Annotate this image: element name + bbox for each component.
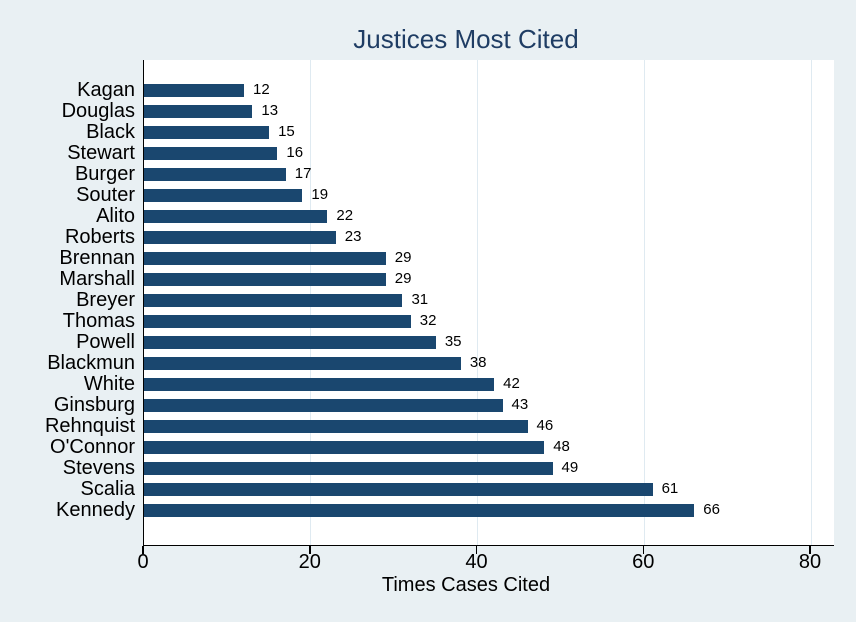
category-label: Roberts — [64, 226, 135, 248]
category-label: Burger — [74, 163, 135, 185]
bar-value-label: 19 — [311, 186, 329, 203]
category-label: Brennan — [59, 247, 135, 269]
category-label: Stewart — [67, 142, 135, 164]
category-label: Kagan — [77, 79, 135, 101]
bar-burger — [144, 167, 286, 181]
bar-scalia — [144, 482, 653, 496]
chart-title: Justices Most Cited — [353, 24, 579, 54]
bar-value-label: 23 — [344, 228, 362, 245]
bar-value-label: 46 — [536, 417, 554, 434]
x-tick-mark-40 — [475, 546, 478, 554]
category-label: Alito — [96, 205, 135, 227]
bar-value-label: 61 — [661, 480, 679, 497]
bar-value-label: 29 — [394, 249, 412, 266]
bar-value-label: 17 — [294, 165, 312, 182]
bar-value-label: 66 — [703, 501, 720, 518]
bar-ginsburg — [144, 398, 503, 412]
bar-stevens — [144, 461, 553, 475]
bar-souter — [144, 188, 303, 202]
plot-area: 12 13 15 16 17 19 22 23 29 29 31 32 35 38 42 43 46 48 49 61… — [143, 60, 834, 546]
bar-value-label: 48 — [553, 438, 570, 455]
y-axis-category-labels: Kagan Douglas Black Stewart Burger Souter Alit… — [0, 60, 135, 545]
bar-kennedy — [144, 503, 695, 517]
bar-kagan — [144, 83, 245, 97]
x-tick-label-60: 60 — [632, 551, 655, 573]
bar-value-label: 32 — [419, 312, 437, 329]
bar-brennan — [144, 251, 386, 265]
bar-value-label: 43 — [511, 396, 529, 413]
category-label: Souter — [76, 184, 135, 206]
bar-value-label: 35 — [444, 333, 462, 350]
bar-value-label: 31 — [411, 291, 429, 308]
bar-blackmun — [144, 356, 461, 370]
x-tick-label-40: 40 — [465, 551, 488, 573]
bar-value-label: 12 — [253, 81, 270, 98]
gridline-x-60 — [643, 60, 645, 545]
gridline-x-80 — [810, 60, 812, 545]
category-label: Breyer — [76, 289, 135, 311]
category-label: Black — [86, 121, 135, 143]
x-tick-mark-20 — [309, 546, 311, 554]
bar-white — [144, 377, 495, 391]
gridline-x-40 — [477, 60, 478, 545]
category-label: White — [83, 373, 135, 395]
bar-stewart — [144, 146, 278, 160]
category-label: Stevens — [62, 457, 135, 479]
x-tick-label-20: 20 — [298, 551, 321, 573]
bar-value-label: 42 — [503, 375, 520, 392]
x-tick-label-80: 80 — [798, 551, 822, 573]
bar-value-label: 29 — [394, 270, 412, 287]
x-axis-title: Times Cases Cited — [381, 574, 551, 596]
category-label: Scalia — [80, 478, 135, 500]
category-label: Douglas — [61, 100, 135, 122]
bar-roberts — [144, 230, 336, 244]
bar-value-label: 16 — [286, 144, 304, 161]
bar-value-label: 49 — [561, 459, 579, 476]
bar-value-label: 15 — [278, 123, 295, 140]
bar-value-label: 13 — [261, 102, 279, 119]
x-tick-mark-80 — [809, 546, 811, 554]
bar-marshall — [144, 272, 386, 286]
x-tick-mark-60 — [642, 546, 644, 554]
category-label: Rehnquist — [44, 415, 135, 437]
category-label: Kennedy — [56, 499, 135, 521]
bar-thomas — [144, 314, 411, 328]
category-label: Marshall — [59, 268, 135, 290]
category-label: O'Connor — [50, 436, 135, 458]
bar-black — [144, 125, 270, 139]
bar-douglas — [144, 104, 253, 118]
bar-alito — [144, 209, 328, 223]
bar-value-label: 22 — [336, 207, 354, 224]
bar-powell — [144, 335, 436, 349]
bar-breyer — [144, 293, 403, 307]
category-label: Thomas — [62, 310, 135, 332]
category-label: Powell — [76, 331, 135, 353]
bar-rehnquist — [144, 419, 528, 433]
category-label: Blackmun — [47, 352, 135, 374]
x-tick-label-0: 0 — [137, 551, 149, 573]
category-label: Ginsburg — [53, 394, 135, 416]
bar-oconnor — [144, 440, 545, 454]
bar-value-label: 38 — [469, 354, 487, 371]
x-tick-mark-0 — [142, 546, 144, 554]
